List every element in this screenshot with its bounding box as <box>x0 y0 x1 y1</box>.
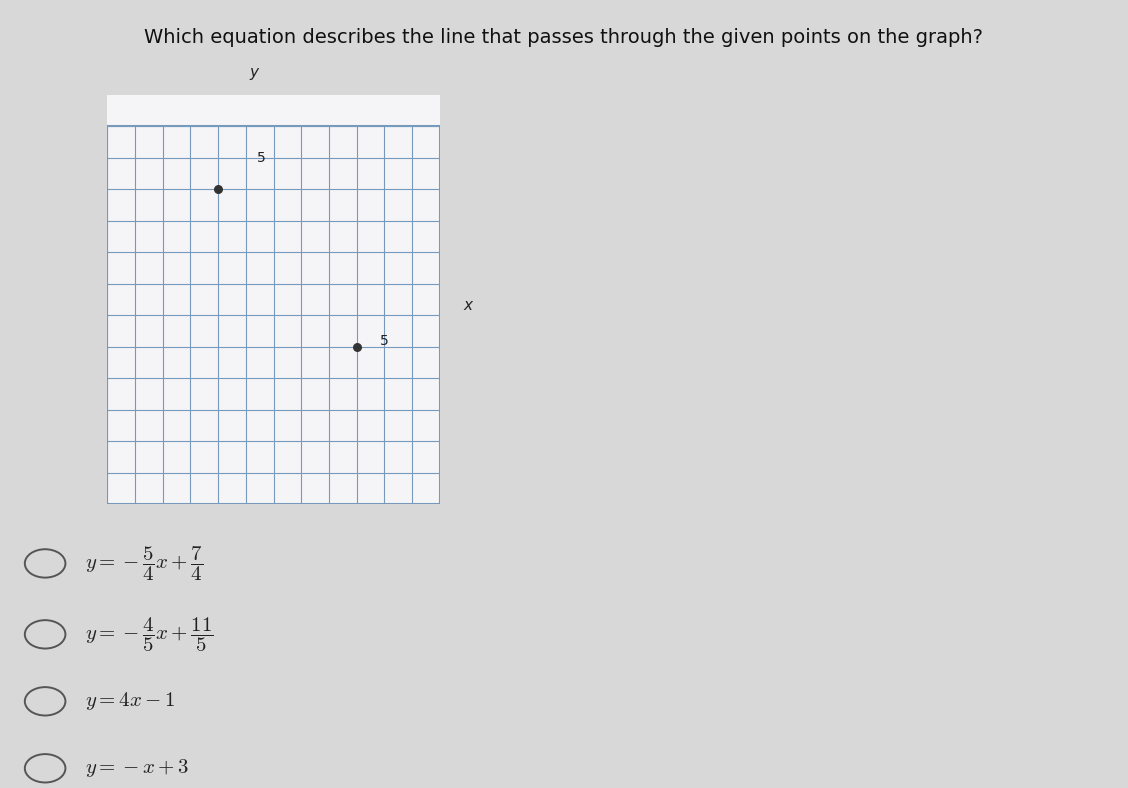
Text: $y = -\dfrac{5}{4}x + \dfrac{7}{4}$: $y = -\dfrac{5}{4}x + \dfrac{7}{4}$ <box>85 545 203 582</box>
Text: 5: 5 <box>380 334 389 348</box>
Text: 5: 5 <box>257 151 266 165</box>
Point <box>209 183 227 195</box>
Text: Which equation describes the line that passes through the given points on the gr: Which equation describes the line that p… <box>144 28 984 46</box>
Text: $y = 4x - 1$: $y = 4x - 1$ <box>85 690 175 712</box>
Text: y: y <box>249 65 258 80</box>
Text: x: x <box>464 298 473 314</box>
Text: $y = -\dfrac{4}{5}x + \dfrac{11}{5}$: $y = -\dfrac{4}{5}x + \dfrac{11}{5}$ <box>85 615 213 653</box>
Text: $y = -x + 3$: $y = -x + 3$ <box>85 757 188 779</box>
Point <box>347 340 365 353</box>
